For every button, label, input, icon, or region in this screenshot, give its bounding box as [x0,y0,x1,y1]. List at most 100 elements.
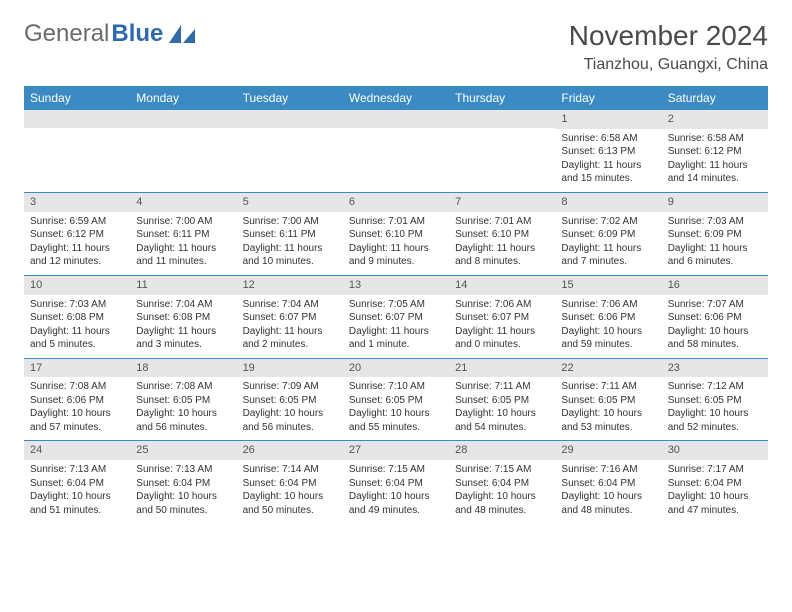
calendar-cell: 25Sunrise: 7:13 AMSunset: 6:04 PMDayligh… [130,441,236,523]
calendar-cell: 7Sunrise: 7:01 AMSunset: 6:10 PMDaylight… [449,192,555,275]
calendar-page: GeneralBlue November 2024 Tianzhou, Guan… [0,0,792,543]
calendar-cell: 10Sunrise: 7:03 AMSunset: 6:08 PMDayligh… [24,275,130,358]
day-number [24,110,130,128]
sunrise-text: Sunrise: 7:17 AM [668,463,762,477]
day-number: 12 [237,276,343,295]
sunrise-text: Sunrise: 6:58 AM [561,132,655,146]
calendar-cell: 4Sunrise: 7:00 AMSunset: 6:11 PMDaylight… [130,192,236,275]
daylight-text: Daylight: 10 hours and 50 minutes. [243,490,337,517]
calendar-cell: 22 Sunrise: 7:11 AMSunset: 6:05 PMDayligh… [555,358,661,441]
sunset-text: Sunset: 6:04 PM [349,477,443,491]
day-number: 7 [449,193,555,212]
sunset-text: Sunset: 6:07 PM [243,311,337,325]
sunset-text: Sunset: 6:11 PM [136,228,230,242]
daylight-text: Daylight: 11 hours and 8 minutes. [455,242,549,269]
daylight-text: Daylight: 10 hours and 52 minutes. [668,407,762,434]
calendar-cell: 15Sunrise: 7:06 AMSunset: 6:06 PMDayligh… [555,275,661,358]
calendar-cell [449,110,555,192]
daylight-text: Daylight: 11 hours and 1 minute. [349,325,443,352]
day-number: 29 [555,441,661,460]
cell-body: Sunrise: 7:09 AMSunset: 6:05 PMDaylight:… [237,377,343,440]
calendar-body: 1Sunrise: 6:58 AMSunset: 6:13 PMDaylight… [24,110,768,523]
day-number: 13 [343,276,449,295]
sunset-text: Sunset: 6:06 PM [561,311,655,325]
sunrise-text: Sunrise: 7:14 AM [243,463,337,477]
sunrise-text: Sunrise: 7:08 AM [136,380,230,394]
sunset-text: Sunset: 6:08 PM [30,311,124,325]
calendar-cell: 8Sunrise: 7:02 AMSunset: 6:09 PMDaylight… [555,192,661,275]
sunrise-text: Sunrise: 7:11 AM [561,380,655,394]
sunset-text: Sunset: 6:10 PM [349,228,443,242]
location-text: Tianzhou, Guangxi, China [569,56,768,74]
sunrise-text: Sunrise: 7:05 AM [349,298,443,312]
calendar-cell [24,110,130,192]
day-header: Thursday [449,86,555,110]
daylight-text: Daylight: 10 hours and 53 minutes. [561,407,655,434]
cell-body: Sunrise: 7:04 AMSunset: 6:08 PMDaylight:… [130,295,236,358]
daylight-text: Daylight: 11 hours and 11 minutes. [136,242,230,269]
daylight-text: Daylight: 10 hours and 48 minutes. [455,490,549,517]
daylight-text: Daylight: 10 hours and 56 minutes. [243,407,337,434]
logo-text-general: General [24,20,109,48]
calendar-cell: 30Sunrise: 7:17 AMSunset: 6:04 PMDayligh… [662,441,768,523]
cell-body: Sunrise: 6:58 AMSunset: 6:13 PMDaylight:… [555,129,661,192]
month-title: November 2024 [569,20,768,52]
sunset-text: Sunset: 6:04 PM [243,477,337,491]
cell-body: Sunrise: 7:06 AMSunset: 6:06 PMDaylight:… [555,295,661,358]
calendar-cell: 19Sunrise: 7:09 AMSunset: 6:05 PMDayligh… [237,358,343,441]
cell-body: Sunrise: 7:04 AMSunset: 6:07 PMDaylight:… [237,295,343,358]
day-number: 22 [555,359,661,378]
sunset-text: Sunset: 6:08 PM [136,311,230,325]
calendar-week: 1Sunrise: 6:58 AMSunset: 6:13 PMDaylight… [24,110,768,192]
day-header: Friday [555,86,661,110]
sunrise-text: Sunrise: 7:04 AM [136,298,230,312]
day-number: 21 [449,359,555,378]
day-number: 19 [237,359,343,378]
sunrise-text: Sunrise: 7:04 AM [243,298,337,312]
cell-body: Sunrise: 7:15 AMSunset: 6:04 PMDaylight:… [343,460,449,523]
sunset-text: Sunset: 6:05 PM [561,394,655,408]
day-number: 24 [24,441,130,460]
sunset-text: Sunset: 6:10 PM [455,228,549,242]
sunset-text: Sunset: 6:04 PM [455,477,549,491]
sunset-text: Sunset: 6:06 PM [668,311,762,325]
cell-body: Sunrise: 7:14 AMSunset: 6:04 PMDaylight:… [237,460,343,523]
day-number: 27 [343,441,449,460]
cell-body: Sunrise: 7:13 AMSunset: 6:04 PMDaylight:… [130,460,236,523]
calendar-week: 3Sunrise: 6:59 AMSunset: 6:12 PMDaylight… [24,192,768,275]
sunrise-text: Sunrise: 7:06 AM [561,298,655,312]
daylight-text: Daylight: 11 hours and 10 minutes. [243,242,337,269]
sunset-text: Sunset: 6:09 PM [668,228,762,242]
day-number: 15 [555,276,661,295]
logo-text-blue: Blue [111,20,163,48]
sunrise-text: Sunrise: 7:16 AM [561,463,655,477]
cell-body: Sunrise: 7:06 AMSunset: 6:07 PMDaylight:… [449,295,555,358]
sunset-text: Sunset: 6:05 PM [349,394,443,408]
daylight-text: Daylight: 11 hours and 2 minutes. [243,325,337,352]
day-number: 16 [662,276,768,295]
sunset-text: Sunset: 6:06 PM [30,394,124,408]
cell-body: Sunrise: 7:08 AMSunset: 6:05 PMDaylight:… [130,377,236,440]
day-header-row: SundayMondayTuesdayWednesdayThursdayFrid… [24,86,768,110]
cell-body: Sunrise: 7:17 AMSunset: 6:04 PMDaylight:… [662,460,768,523]
daylight-text: Daylight: 11 hours and 3 minutes. [136,325,230,352]
day-number: 3 [24,193,130,212]
sunset-text: Sunset: 6:04 PM [136,477,230,491]
daylight-text: Daylight: 10 hours and 49 minutes. [349,490,443,517]
daylight-text: Daylight: 10 hours and 59 minutes. [561,325,655,352]
cell-body: Sunrise: 7:10 AMSunset: 6:05 PMDaylight:… [343,377,449,440]
sunset-text: Sunset: 6:11 PM [243,228,337,242]
sunrise-text: Sunrise: 7:13 AM [30,463,124,477]
calendar-cell: 5Sunrise: 7:00 AMSunset: 6:11 PMDaylight… [237,192,343,275]
calendar-week: 24Sunrise: 7:13 AMSunset: 6:04 PMDayligh… [24,441,768,523]
sunrise-text: Sunrise: 7:12 AM [668,380,762,394]
calendar-cell: 27Sunrise: 7:15 AMSunset: 6:04 PMDayligh… [343,441,449,523]
calendar-cell [130,110,236,192]
calendar-cell: 1Sunrise: 6:58 AMSunset: 6:13 PMDaylight… [555,110,661,192]
sunrise-text: Sunrise: 7:09 AM [243,380,337,394]
daylight-text: Daylight: 11 hours and 9 minutes. [349,242,443,269]
sunset-text: Sunset: 6:12 PM [668,145,762,159]
calendar-cell: 16Sunrise: 7:07 AMSunset: 6:06 PMDayligh… [662,275,768,358]
cell-body: Sunrise: 7:00 AMSunset: 6:11 PMDaylight:… [130,212,236,275]
calendar-cell: 13Sunrise: 7:05 AMSunset: 6:07 PMDayligh… [343,275,449,358]
